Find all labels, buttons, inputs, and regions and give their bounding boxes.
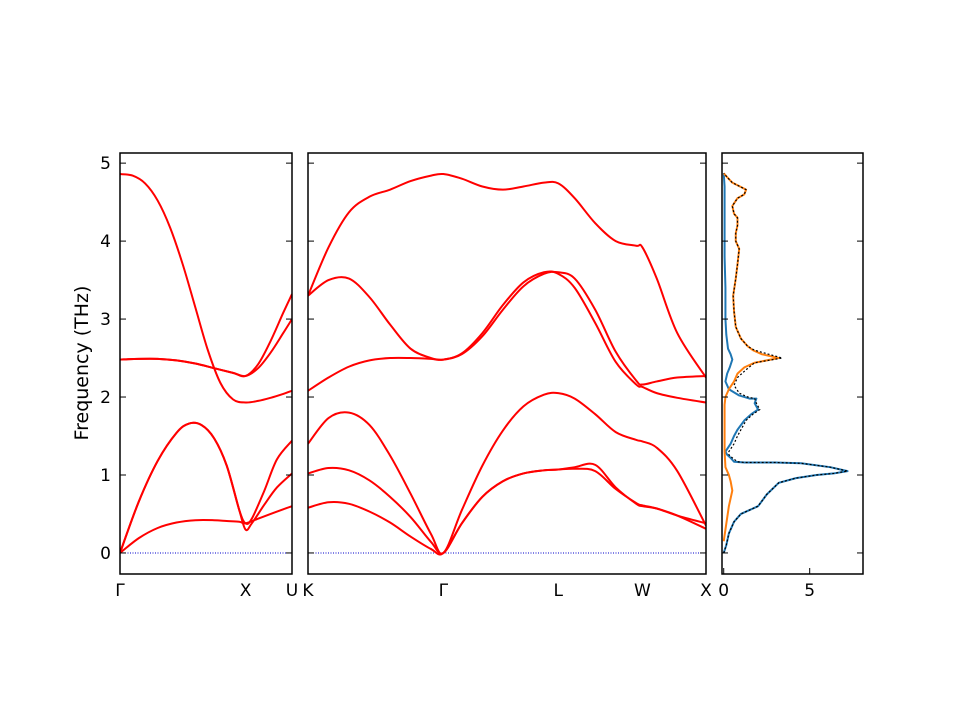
y-tick-label-1: 1: [100, 466, 111, 486]
x-tick-label-Γ: Γ: [115, 581, 125, 601]
axes-frame-3: [721, 152, 864, 575]
axes-frame-1: [119, 152, 293, 575]
x-tick-label-X: X: [700, 581, 712, 601]
dos-x-tick-label-0: 0: [718, 581, 729, 601]
x-tick-label-K: K: [302, 581, 314, 601]
dos-curves: [722, 172, 849, 554]
y-tick-label-0: 0: [100, 544, 111, 564]
dos-series-3: [723, 172, 849, 554]
y-tick-label-4: 4: [100, 232, 111, 252]
x-tick-label-L: L: [554, 581, 564, 601]
band-panel-gamma-x-u-band-6: [120, 173, 292, 404]
band-curves: [120, 172, 706, 556]
dos-series-1: [722, 173, 849, 554]
band-panel-k-gamma-l-w-x-band-3: [308, 391, 706, 555]
axes-frames: [119, 152, 864, 575]
y-tick-label-5: 5: [100, 154, 111, 174]
band-panel-k-gamma-l-w-x-band-2: [308, 462, 706, 555]
x-tick-label-X: X: [240, 581, 252, 601]
x-tick-label-U: U: [286, 581, 298, 601]
y-tick-label-2: 2: [100, 388, 111, 408]
band-panel-k-gamma-l-w-x-band-4: [308, 270, 706, 392]
x-tick-label-W: W: [634, 581, 651, 601]
band-panel-gamma-x-u-band-3: [120, 421, 292, 554]
band-panel-gamma-x-u-band-5: [120, 293, 292, 378]
axes-frame-2: [307, 152, 707, 575]
band-panel-k-gamma-l-w-x-band-6: [308, 172, 706, 379]
y-tick-label-3: 3: [100, 310, 111, 330]
band-panel-gamma-x-u-band-1: [120, 505, 292, 554]
x-tick-label-Γ: Γ: [439, 581, 449, 601]
band-panel-k-gamma-l-w-x-band-5: [308, 270, 706, 404]
y-axis-label: Frequency (THz): [71, 286, 93, 441]
dos-x-tick-label-5: 5: [804, 581, 815, 601]
band-panel-k-gamma-l-w-x-band-1: [308, 467, 706, 556]
axis-ticks: [120, 162, 863, 574]
